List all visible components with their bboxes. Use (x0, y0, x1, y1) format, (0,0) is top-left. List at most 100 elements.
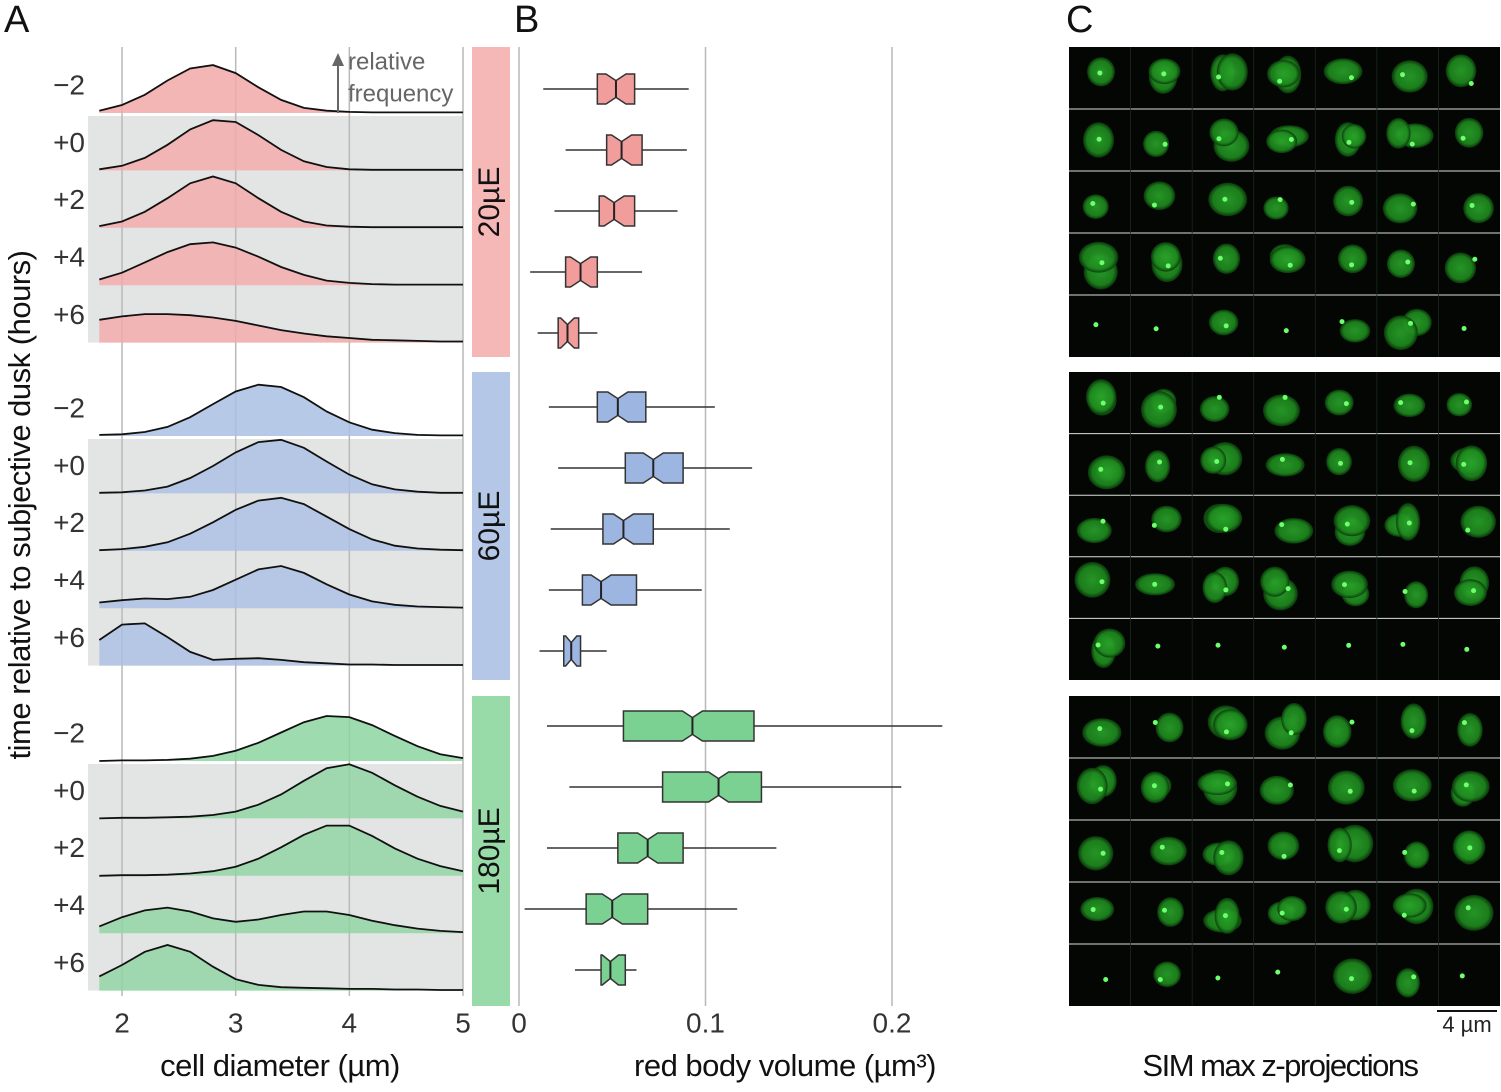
cell-dot (1100, 518, 1106, 524)
cell-image (1157, 897, 1184, 927)
density-area (99, 384, 464, 436)
box (617, 832, 684, 864)
cell-image (1327, 770, 1365, 805)
cell-dot (1347, 788, 1353, 794)
panel-letter: B (514, 0, 539, 41)
cell-dot (1098, 786, 1104, 792)
cell-image (1265, 453, 1305, 477)
group-label: 20µE (473, 167, 506, 238)
cell-image (1074, 561, 1111, 598)
density-area (99, 65, 464, 113)
row-label: +0 (53, 450, 85, 481)
density-area (99, 120, 464, 171)
cell-image (1199, 396, 1230, 422)
cell-image (1403, 841, 1430, 869)
cell-dot (1349, 199, 1355, 205)
cell-image (1080, 896, 1115, 922)
cell-image (1397, 445, 1431, 482)
panel-letter: C (1066, 0, 1093, 41)
cell-image (1392, 893, 1427, 918)
cell-dot (1400, 641, 1406, 647)
density-line (99, 763, 464, 820)
x-tick-label: 0.1 (686, 1007, 725, 1038)
x-tick-label: 0 (511, 1007, 527, 1038)
cell-dot (1222, 196, 1228, 202)
density-area (99, 314, 464, 343)
cell-image (1213, 840, 1244, 876)
cell-dot (1217, 255, 1223, 261)
cell-image (1323, 58, 1363, 85)
cell-image (1454, 117, 1484, 148)
cell-dot (1407, 460, 1413, 466)
cell-dot (1159, 844, 1165, 850)
cell-dot (1158, 404, 1164, 410)
cell-dot (1461, 461, 1467, 467)
density-area (99, 764, 464, 819)
cell-dot (1411, 788, 1417, 794)
row-label: +0 (53, 775, 85, 806)
cell-dot (1408, 320, 1414, 326)
panel-c (1069, 47, 1500, 1006)
density-line (99, 565, 464, 609)
cell-image (1337, 244, 1368, 274)
cell-image (1143, 130, 1170, 158)
cell-image (1446, 393, 1473, 417)
cell-dot (1288, 730, 1294, 736)
cell-dot (1342, 582, 1348, 588)
cell-dot (1281, 644, 1287, 650)
row-label: −2 (53, 392, 85, 423)
box (581, 574, 638, 606)
cell-dot (1151, 202, 1157, 208)
cell-image (1263, 196, 1289, 220)
box (598, 195, 636, 227)
density-area (99, 825, 464, 876)
x-axis-title: cell diameter (µm) (160, 1048, 400, 1083)
cell-dot (1222, 913, 1228, 919)
cell-dot (1285, 586, 1291, 592)
cell-dot (1214, 458, 1220, 464)
cell-image (1386, 249, 1415, 278)
cell-dot (1215, 642, 1221, 648)
cell-image (1392, 769, 1432, 802)
cell-image (1205, 503, 1243, 533)
cell-dot (1459, 973, 1465, 979)
cell-dot (1098, 466, 1104, 472)
x-axis-title: red body volume (µm³) (634, 1048, 936, 1083)
cell-image (1460, 505, 1496, 538)
cell-image (1327, 827, 1352, 863)
row-label: +2 (53, 184, 85, 215)
cell-dot (1409, 141, 1415, 147)
row-label: +6 (53, 299, 85, 330)
cell-dot (1287, 262, 1293, 268)
cell-dot (1153, 326, 1159, 332)
cell-image (1200, 446, 1227, 474)
cell-dot (1463, 782, 1469, 788)
cell-dot (1162, 907, 1168, 913)
cell-dot (1223, 587, 1229, 593)
cell-dot (1343, 906, 1349, 912)
cell-dot (1282, 394, 1288, 400)
cell-image (1216, 53, 1248, 91)
cell-image (1086, 379, 1117, 415)
cell-dot (1336, 848, 1342, 854)
cell-dot (1152, 719, 1158, 725)
cell-image (1395, 968, 1420, 998)
cell-image (1277, 896, 1307, 922)
x-tick-label: 0.2 (873, 1007, 912, 1038)
cell-dot (1461, 326, 1467, 332)
cell-image (1262, 394, 1300, 427)
cell-image (1212, 243, 1241, 274)
cell-dot (1216, 394, 1222, 400)
box (602, 513, 655, 545)
cell-dot (1349, 262, 1355, 268)
row-label: +6 (53, 947, 85, 978)
cell-image (1208, 309, 1239, 336)
cell-dot (1090, 200, 1096, 206)
cell-image (1454, 894, 1494, 931)
density-line (99, 824, 464, 877)
cell-dot (1349, 976, 1355, 982)
cell-image (1393, 393, 1426, 418)
box (622, 710, 755, 742)
cell-dot (1349, 719, 1355, 725)
density-area (99, 497, 464, 551)
